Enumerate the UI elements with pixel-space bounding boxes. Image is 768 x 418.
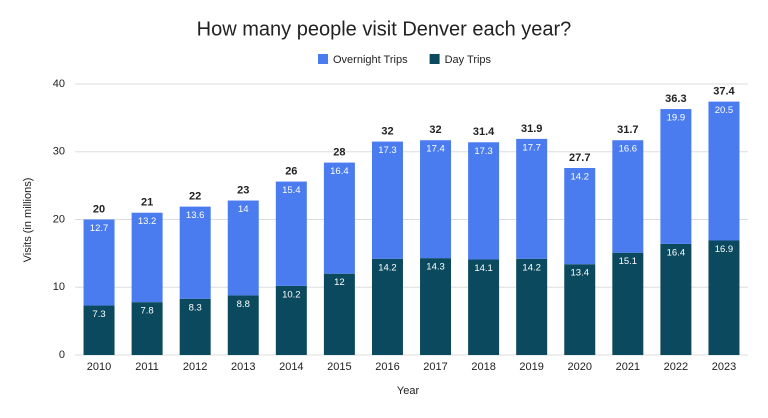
- total-label: 31.9: [521, 123, 542, 135]
- x-tick-label: 2017: [423, 361, 447, 373]
- total-label: 26: [285, 165, 297, 177]
- value-label: 15.1: [619, 256, 638, 267]
- y-tick-label: 30: [53, 146, 65, 158]
- value-label: 8.8: [237, 299, 250, 310]
- value-label: 16.9: [715, 244, 734, 255]
- x-tick-label: 2022: [664, 361, 688, 373]
- bar-segment: [660, 109, 692, 244]
- x-tick-label: 2012: [183, 361, 207, 373]
- x-tick-label: 2010: [87, 361, 111, 373]
- total-label: 32: [429, 124, 441, 136]
- legend-swatch: [318, 54, 328, 64]
- y-tick-label: 20: [53, 213, 65, 225]
- value-label: 13.4: [571, 268, 590, 279]
- value-label: 16.4: [330, 166, 349, 177]
- value-label: 17.3: [474, 146, 493, 157]
- bar-segment: [179, 206, 211, 299]
- value-label: 16.6: [619, 144, 638, 155]
- total-label: 20: [93, 203, 105, 215]
- total-label: 21: [141, 197, 153, 209]
- x-tick-label: 2011: [135, 361, 159, 373]
- y-tick-label: 0: [59, 349, 65, 361]
- chart-title: How many people visit Denver each year?: [197, 18, 572, 40]
- value-label: 14.2: [571, 172, 590, 183]
- x-tick-label: 2013: [231, 361, 255, 373]
- value-label: 17.4: [426, 144, 445, 155]
- bar-segment: [83, 219, 115, 306]
- value-label: 14.2: [522, 262, 541, 273]
- x-tick-label: 2020: [568, 361, 592, 373]
- value-label: 12.7: [90, 223, 109, 234]
- bar-segment: [131, 212, 163, 303]
- bar-segment: [660, 243, 692, 355]
- total-label: 37.4: [713, 86, 735, 98]
- value-label: 19.9: [667, 113, 686, 124]
- total-label: 28: [333, 146, 345, 158]
- x-tick-label: 2019: [519, 361, 543, 373]
- value-label: 13.6: [186, 210, 205, 221]
- value-label: 7.3: [92, 309, 105, 320]
- bar-segment: [708, 240, 740, 355]
- bar-segment: [612, 140, 644, 253]
- bar-segment: [516, 258, 548, 355]
- value-label: 17.3: [378, 145, 397, 156]
- value-label: 17.7: [522, 142, 541, 153]
- bar-segment: [564, 168, 596, 265]
- y-tick-label: 40: [53, 78, 65, 90]
- value-label: 8.3: [189, 302, 202, 313]
- x-tick-label: 2018: [471, 361, 495, 373]
- bar-segment: [708, 101, 740, 241]
- legend-label: Day Trips: [445, 54, 492, 66]
- value-label: 14: [238, 204, 249, 215]
- value-label: 7.8: [140, 306, 153, 317]
- total-label: 23: [237, 184, 249, 196]
- y-tick-label: 10: [53, 281, 65, 293]
- bar-segment: [275, 285, 307, 355]
- bar-segment: [371, 141, 403, 259]
- value-label: 20.5: [715, 105, 734, 116]
- bar-segment: [323, 162, 355, 274]
- total-label: 31.7: [617, 124, 638, 136]
- x-tick-label: 2023: [712, 361, 736, 373]
- x-axis-label: Year: [397, 385, 420, 397]
- bar-segment: [420, 258, 452, 355]
- bar-segment: [83, 305, 115, 355]
- total-label: 31.4: [473, 126, 495, 138]
- bar-segment: [179, 298, 211, 355]
- bar-segment: [131, 302, 163, 355]
- bar-segment: [275, 181, 307, 286]
- value-label: 14.1: [474, 263, 493, 274]
- total-label: 22: [189, 191, 201, 203]
- value-label: 14.3: [426, 262, 445, 273]
- bar-segment: [227, 200, 259, 296]
- bar-segment: [612, 252, 644, 355]
- total-label: 32: [381, 125, 393, 137]
- x-tick-label: 2014: [279, 361, 303, 373]
- value-label: 10.2: [282, 289, 301, 300]
- total-label: 27.7: [569, 152, 590, 164]
- bar-segment: [468, 142, 500, 260]
- value-label: 16.4: [667, 247, 686, 258]
- value-label: 13.2: [138, 216, 157, 227]
- value-label: 14.2: [378, 262, 397, 273]
- bar-segment: [420, 140, 452, 259]
- x-tick-label: 2015: [327, 361, 351, 373]
- bar-segment: [468, 259, 500, 355]
- bar-segment: [323, 273, 355, 355]
- bar-segment: [516, 138, 548, 259]
- bar-segment: [227, 295, 259, 355]
- legend-label: Overnight Trips: [333, 54, 408, 66]
- total-label: 36.3: [665, 93, 686, 105]
- legend-swatch: [429, 54, 440, 64]
- value-label: 12: [334, 277, 345, 288]
- bar-segment: [371, 258, 403, 355]
- value-label: 15.4: [282, 185, 301, 196]
- bar-segment: [564, 264, 596, 355]
- x-tick-label: 2016: [375, 361, 399, 373]
- y-axis-label: Visits (in millions): [22, 178, 34, 263]
- x-tick-label: 2021: [616, 361, 640, 373]
